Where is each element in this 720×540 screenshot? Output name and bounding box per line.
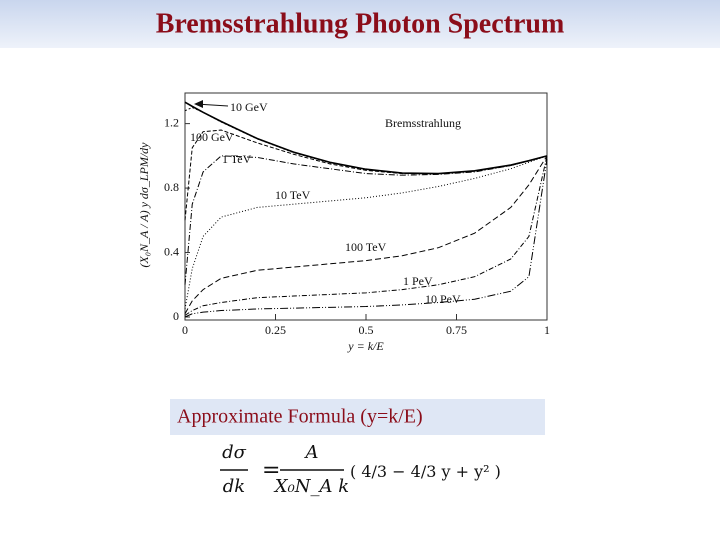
x-tick-label: 0 — [182, 323, 188, 337]
formula-rhs-den: X₀N_A k — [273, 476, 349, 497]
formula-rhs-num: A — [304, 442, 319, 463]
title-band — [0, 0, 720, 48]
series-label: 100 GeV — [190, 130, 234, 144]
x-tick-label: 1 — [544, 323, 550, 337]
series-label: Bremsstrahlung — [385, 116, 461, 130]
series-label: 100 TeV — [345, 240, 387, 254]
x-tick-label: 0.25 — [265, 323, 286, 337]
series-label: 1 PeV — [403, 274, 433, 288]
y-tick-label: 0.4 — [164, 244, 179, 258]
y-tick-label: 0 — [173, 309, 179, 323]
formula-lhs-den: dk — [223, 476, 245, 497]
series-line — [184, 155, 548, 316]
formula-bracket: ( 4/3 − 4/3 y + y² ) — [350, 462, 501, 481]
series-line — [184, 155, 548, 285]
series-label: 1 TeV — [222, 152, 252, 166]
plot-frame — [184, 92, 548, 321]
caption-box — [170, 399, 545, 435]
series-label: 10 TeV — [275, 188, 311, 202]
formula: dσ dk = A X₀N_A k ( 4/3 − 4/3 y + y² ) — [220, 442, 501, 497]
series-line — [184, 106, 548, 175]
y-tick-label: 0.8 — [164, 180, 179, 194]
series-line — [184, 158, 548, 318]
label-arrowhead — [194, 100, 203, 108]
x-axis-label: y = k/E — [347, 339, 384, 353]
formula-equals: = — [262, 458, 280, 483]
x-tick-label: 0.75 — [446, 323, 467, 337]
slide-title: Bremsstrahlung Photon Spectrum — [156, 8, 565, 39]
series-line — [184, 155, 548, 315]
x-tick-label: 0.5 — [359, 323, 374, 337]
series-line — [184, 155, 548, 310]
series-label: 10 GeV — [230, 100, 268, 114]
series-line — [184, 129, 548, 221]
y-tick-label: 1.2 — [164, 115, 179, 129]
series-label: 10 PeV — [425, 292, 461, 306]
y-axis-label: (X₀N_A / A) y dσ_LPM/dy — [137, 142, 151, 268]
formula-lhs-num: dσ — [222, 442, 247, 463]
chart: 0 0.25 0.5 0.75 1 0 0.4 0.8 1.2 y = k/E (X₀N_A / A… — [137, 92, 550, 353]
formula-caption: Approximate Formula (y=k/E) — [177, 406, 423, 428]
